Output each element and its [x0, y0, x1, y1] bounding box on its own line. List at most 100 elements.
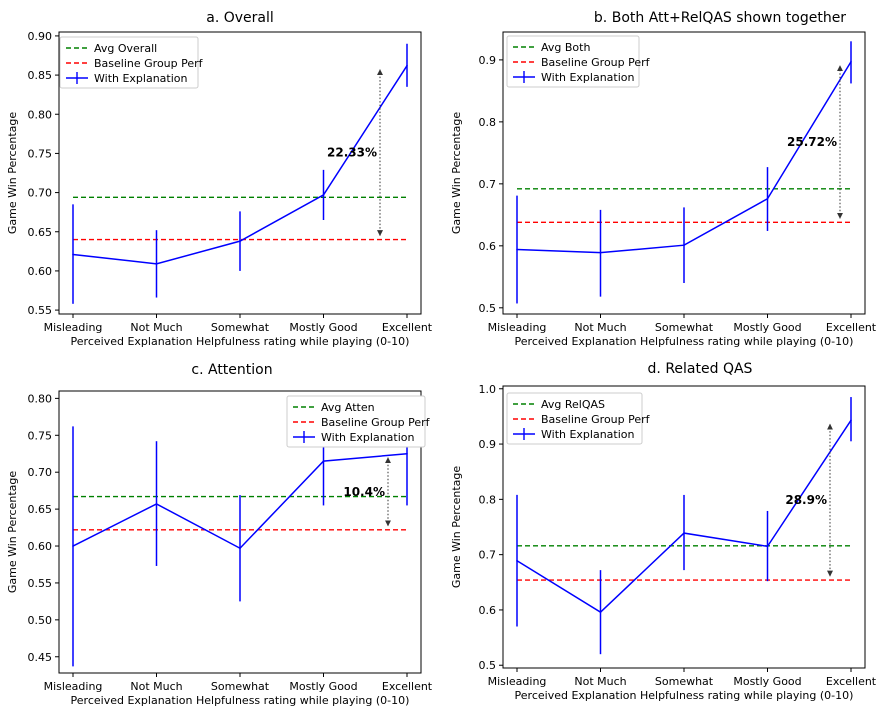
- y-tick-label: 0.55: [28, 577, 53, 590]
- y-axis-label: Game Win Percentage: [6, 112, 19, 235]
- chart-panel-1: a. Overall 0.55 0.60 0.65 0.70 0.75 0.80 0.85 0.…: [6, 10, 433, 348]
- data-point: [599, 251, 602, 254]
- data-point: [516, 248, 518, 251]
- data-point: [155, 503, 158, 505]
- legend-label: Avg Overall: [94, 42, 157, 55]
- legend-label: With Explanation: [541, 428, 635, 441]
- legend-box: [506, 392, 643, 445]
- legend-label: Avg Atten: [321, 401, 375, 414]
- y-tick-label: 0.65: [28, 503, 53, 516]
- x-axis-label: Perceived Explanation Helpfulness rating…: [71, 335, 410, 348]
- x-tick-label: Misleading: [488, 675, 547, 688]
- y-tick-label: 0.75: [28, 429, 53, 442]
- y-tick-label: 0.6: [479, 240, 497, 253]
- y-tick-label: 0.9: [479, 438, 497, 451]
- data-point: [850, 419, 852, 422]
- difference-label: 28.9%: [785, 493, 827, 507]
- data-point: [683, 244, 685, 247]
- y-tick-label: 0.70: [28, 187, 53, 200]
- x-axis-label: Perceived Explanation Helpfulness rating…: [71, 694, 410, 707]
- y-tick-label: 0.8: [479, 493, 497, 506]
- chart-panel-4: d. Related QAS 0.5 0.6 0.7 0.8 0.9 1.0 Misleadi…: [450, 361, 877, 702]
- chart-panel-2: b. Both Att+RelQAS shown together 0.5 0.6 0…: [450, 10, 877, 348]
- legend-box: [286, 395, 426, 448]
- x-tick-label: Somewhat: [655, 321, 714, 334]
- difference-label: 22.33%: [327, 146, 377, 160]
- legend-label: Baseline Group Perf: [541, 56, 651, 69]
- y-tick-label: 0.55: [28, 304, 53, 317]
- y-tick-label: 0.7: [479, 549, 497, 562]
- chart-panel-3: c. Attention 0.45 0.50 0.55 0.60 0.65 0.70 0.75…: [6, 362, 433, 707]
- legend-label: With Explanation: [321, 431, 415, 444]
- y-tick-label: 0.9: [479, 54, 497, 67]
- x-tick-label: Mostly Good: [733, 321, 801, 334]
- y-axis-label: Game Win Percentage: [6, 471, 19, 594]
- x-tick-label: Misleading: [44, 321, 103, 334]
- x-tick-label: Mostly Good: [733, 675, 801, 688]
- legend-label: Baseline Group Perf: [94, 57, 204, 70]
- x-tick-label: Not Much: [130, 680, 182, 693]
- data-point: [155, 263, 158, 265]
- chart-title: b. Both Att+RelQAS shown together: [594, 10, 846, 26]
- x-tick-label: Misleading: [488, 321, 547, 334]
- legend-label: With Explanation: [541, 71, 635, 84]
- difference-label: 25.72%: [787, 135, 837, 149]
- data-point: [766, 197, 769, 200]
- x-tick-label: Excellent: [382, 321, 433, 334]
- x-tick-label: Excellent: [826, 321, 877, 334]
- difference-label: 10.4%: [343, 485, 385, 499]
- x-tick-label: Somewhat: [655, 675, 714, 688]
- x-tick-label: Not Much: [574, 321, 626, 334]
- y-tick-label: 0.45: [28, 651, 53, 664]
- x-tick-label: Mostly Good: [289, 680, 357, 693]
- legend-box: [506, 35, 640, 88]
- x-tick-label: Somewhat: [211, 680, 270, 693]
- x-tick-label: Mostly Good: [289, 321, 357, 334]
- legend-label: Avg RelQAS: [541, 398, 605, 411]
- y-tick-label: 0.85: [28, 69, 53, 82]
- chart-title: a. Overall: [206, 10, 274, 26]
- x-tick-label: Not Much: [574, 675, 626, 688]
- y-tick-label: 0.80: [28, 392, 53, 405]
- data-point: [72, 253, 74, 256]
- x-tick-label: Misleading: [44, 680, 103, 693]
- legend-label: Baseline Group Perf: [321, 416, 431, 429]
- data-point: [406, 64, 408, 67]
- y-tick-label: 0.65: [28, 226, 53, 239]
- data-point: [516, 559, 518, 562]
- y-tick-label: 0.90: [28, 30, 53, 43]
- data-point: [683, 532, 685, 534]
- data-point: [322, 460, 325, 462]
- y-tick-label: 0.6: [479, 604, 497, 617]
- x-tick-label: Excellent: [826, 675, 877, 688]
- y-tick-label: 0.60: [28, 540, 53, 553]
- y-tick-label: 0.70: [28, 466, 53, 479]
- y-tick-label: 0.80: [28, 108, 53, 121]
- x-tick-label: Not Much: [130, 321, 182, 334]
- y-tick-label: 0.5: [479, 302, 497, 315]
- data-point: [239, 240, 241, 242]
- x-axis-label: Perceived Explanation Helpfulness rating…: [515, 689, 854, 702]
- y-tick-label: 0.75: [28, 147, 53, 160]
- legend-label: With Explanation: [94, 72, 188, 85]
- y-tick-label: 0.8: [479, 116, 497, 129]
- y-axis-label: Game Win Percentage: [450, 112, 463, 235]
- data-point: [239, 547, 241, 550]
- legend-box: [59, 36, 199, 89]
- x-tick-label: Somewhat: [211, 321, 270, 334]
- chart-title: c. Attention: [191, 362, 272, 378]
- data-point: [72, 545, 74, 547]
- y-tick-label: 0.60: [28, 265, 53, 278]
- data-point: [599, 611, 602, 613]
- y-axis-label: Game Win Percentage: [450, 466, 463, 589]
- y-tick-label: 0.7: [479, 178, 497, 191]
- legend-label: Baseline Group Perf: [541, 413, 651, 426]
- y-tick-label: 1.0: [479, 383, 497, 396]
- data-point: [406, 452, 408, 455]
- legend-label: Avg Both: [541, 41, 590, 54]
- data-point: [766, 545, 769, 548]
- x-tick-label: Excellent: [382, 680, 433, 693]
- x-axis-label: Perceived Explanation Helpfulness rating…: [515, 335, 854, 348]
- chart-title: d. Related QAS: [648, 361, 753, 377]
